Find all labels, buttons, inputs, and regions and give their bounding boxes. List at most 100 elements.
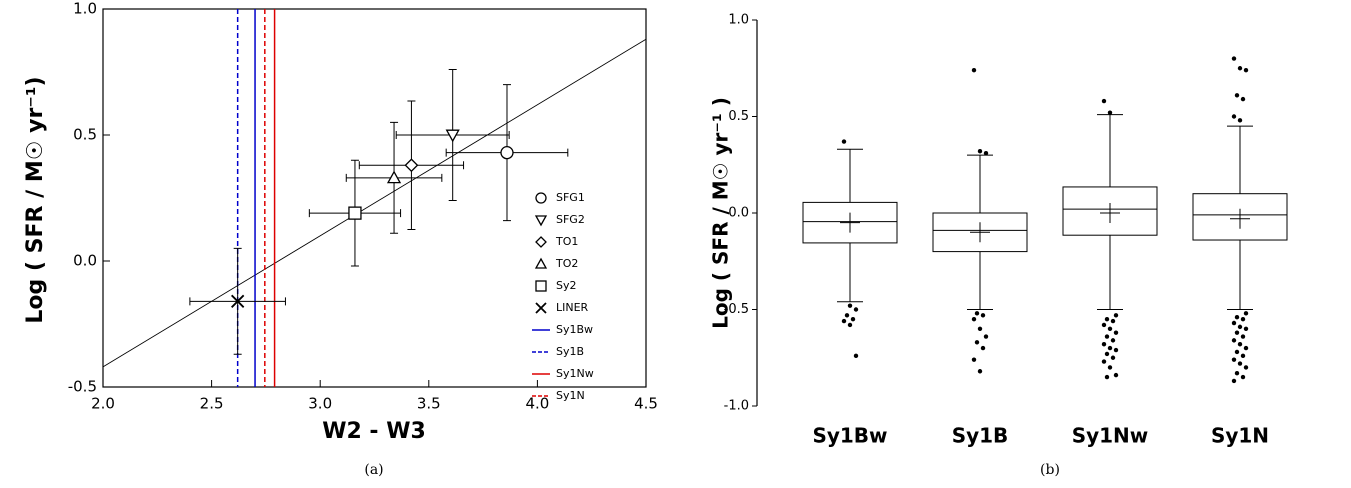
marker [535,302,547,314]
y-axis-label: Log ( SFR / M☉ yr⁻¹ ) [709,97,733,329]
outlier [1243,311,1249,316]
outlier [971,357,977,362]
marker [500,145,514,160]
outlier [1104,316,1110,322]
caption: (b) [1040,462,1060,478]
outlier [1104,374,1110,380]
y-tick-label: -1.0 [724,399,749,414]
outlier [1113,347,1119,353]
marker [534,215,548,227]
outlier [853,307,859,312]
marker [535,236,547,248]
outlier [977,149,983,154]
marker [535,192,547,204]
outlier [1237,66,1243,71]
marker [404,158,419,173]
outlier [971,67,977,73]
x-axis-label: W2 - W3 [322,419,426,444]
outlier [1107,365,1113,370]
outlier [1240,96,1246,102]
marker [534,257,548,269]
outlier [1101,322,1107,328]
legend-label: SFG2 [556,213,585,226]
outlier [1231,338,1237,343]
legend-label: Sy2 [556,279,577,292]
y-tick-label: 0.5 [728,109,749,124]
outlier [1231,320,1237,326]
outlier [1240,316,1246,322]
marker [348,206,362,220]
y-tick-label: -0.5 [68,378,97,396]
marker [386,170,402,184]
mean [1100,203,1120,223]
outlier [841,139,847,144]
plot-frame [102,8,647,388]
outlier [847,303,853,308]
outlier [1107,110,1113,115]
outlier [1237,361,1243,366]
legend-label: SFG1 [556,191,585,204]
outlier [977,369,983,374]
marker [445,129,460,143]
outlier [1231,114,1237,119]
x-tick-label: Sy1Bw [812,424,887,448]
outlier [1243,326,1249,331]
outlier [1101,342,1107,347]
outlier [1104,334,1110,339]
outlier [1104,351,1110,357]
outlier [1240,374,1246,380]
outlier [1237,324,1243,330]
outlier [1231,357,1237,362]
outlier [853,353,859,359]
y-tick-label: 0.0 [73,252,97,270]
marker [231,294,245,308]
y-tick-label: 1.0 [728,13,749,28]
outlier [980,345,986,351]
outlier [1231,378,1237,384]
outlier [1101,359,1107,364]
outlier [1113,313,1119,318]
outlier [1234,370,1240,376]
outlier [1240,334,1246,339]
y-tick-label: 1.0 [73,0,97,18]
outlier [974,340,980,345]
mean [1230,208,1250,229]
outlier [1110,318,1116,324]
outlier [1243,365,1249,370]
outlier [1113,372,1119,378]
fit-line [102,38,647,368]
outlier [974,311,980,316]
x-tick-label: 4.5 [634,395,658,413]
outlier [841,318,847,324]
x-tick-label: 2.0 [91,395,115,413]
outlier [983,150,989,156]
y-tick-label: -0.5 [724,302,749,317]
legend-label: Sy1N [556,389,585,402]
x-tick-label: 2.5 [200,395,224,413]
outlier [1231,56,1237,61]
outlier [977,326,983,331]
legend-label: Sy1Bw [556,323,593,336]
x-tick-label: 3.5 [417,395,441,413]
outlier [980,313,986,318]
x-tick-label: Sy1B [952,424,1009,448]
outlier [1110,355,1116,360]
legend-label: Sy1Nw [556,367,594,380]
caption: (a) [364,462,383,478]
y-tick-label: 0.5 [73,126,97,144]
outlier [844,313,850,318]
outlier [1237,118,1243,123]
outlier [983,334,989,339]
mean [840,212,860,233]
outlier [850,316,856,322]
mean [970,222,990,243]
outlier [1243,345,1249,351]
outlier [971,316,977,322]
x-tick-label: 3.0 [308,395,332,413]
outlier [1234,93,1240,98]
y-axis-label: Log ( SFR / M☉ yr⁻¹) [23,76,48,323]
outlier [1234,349,1240,355]
x-tick-label: 4.0 [525,395,549,413]
x-tick-label: Sy1Nw [1072,424,1149,448]
